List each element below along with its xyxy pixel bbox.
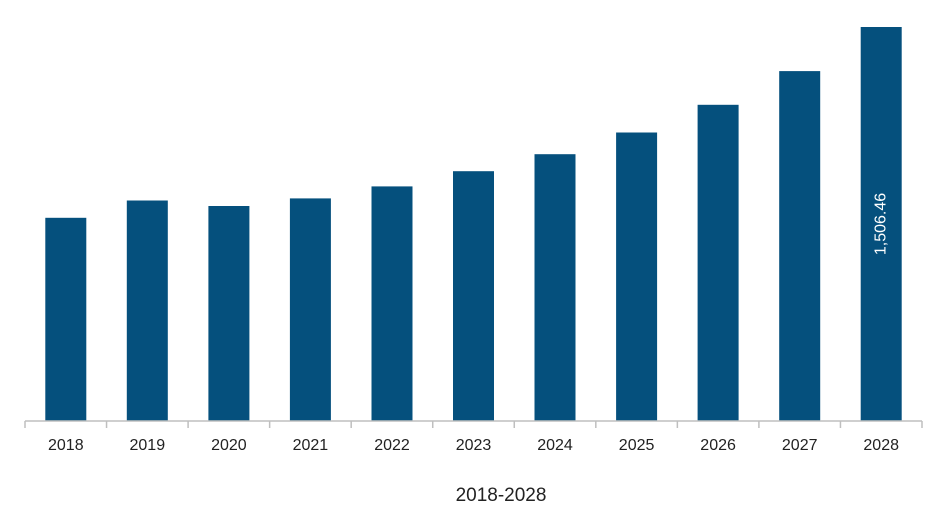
x-tick-label-2022: 2022 xyxy=(374,437,410,454)
bar-2027 xyxy=(779,71,821,421)
x-tick-label-2023: 2023 xyxy=(456,437,492,454)
x-tick-label-2024: 2024 xyxy=(537,437,573,454)
x-tick-label-2025: 2025 xyxy=(619,437,655,454)
bar-2028 xyxy=(860,27,902,421)
bar-2024 xyxy=(534,154,576,421)
bar-2018 xyxy=(45,217,87,421)
bars-group xyxy=(45,27,902,422)
bar-2020 xyxy=(208,206,250,421)
data-labels-group: 1,506.46 xyxy=(873,193,890,255)
bar-2026 xyxy=(697,104,739,422)
x-tick-label-2021: 2021 xyxy=(293,437,329,454)
x-tick-label-2027: 2027 xyxy=(782,437,818,454)
data-label-2028: 1,506.46 xyxy=(873,193,890,255)
x-tick-label-2028: 2028 xyxy=(863,437,899,454)
x-axis-title: 2018-2028 xyxy=(456,485,547,506)
x-tick-label-2026: 2026 xyxy=(700,437,736,454)
x-tick-label-2019: 2019 xyxy=(130,437,166,454)
bar-2022 xyxy=(371,186,413,421)
x-axis-tick-labels: 2018 2019 2020 2021 2022 2023 2024 2025 2026 2027… xyxy=(48,437,899,454)
x-axis-ticks xyxy=(24,421,923,428)
bar-2019 xyxy=(126,200,168,421)
bar-2025 xyxy=(616,132,658,421)
bar-2023 xyxy=(453,171,494,421)
x-tick-label-2018: 2018 xyxy=(48,437,84,454)
x-tick-label-2020: 2020 xyxy=(211,437,247,454)
bar-2021 xyxy=(289,198,331,421)
